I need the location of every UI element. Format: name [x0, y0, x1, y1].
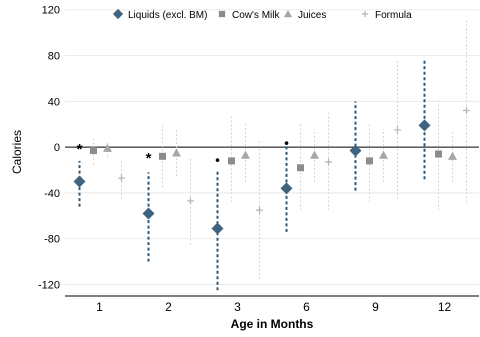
- data-point: [211, 222, 224, 235]
- y-axis-label: Calories: [10, 130, 24, 174]
- data-point: [103, 143, 112, 152]
- legend-marker: [218, 10, 226, 18]
- data-point: [90, 147, 97, 155]
- x-tick-label: 6: [303, 300, 310, 314]
- x-tick-label: 9: [372, 300, 379, 314]
- data-point: [379, 150, 388, 159]
- data-point: [435, 150, 442, 158]
- legend-label: Cow's Milk: [232, 10, 280, 21]
- x-axis: 1 2 3 6 9 12: [65, 295, 479, 314]
- y-tick-label: 0: [54, 142, 60, 154]
- data-point: [172, 148, 181, 157]
- data-point: [297, 164, 304, 172]
- data-point: [73, 175, 86, 188]
- y-tick-label: -40: [44, 188, 60, 200]
- legend-label: Juices: [298, 10, 326, 21]
- data-points: [73, 106, 470, 235]
- y-tick-label: -80: [44, 234, 60, 246]
- data-point: [228, 157, 235, 165]
- error-bars: [78, 18, 467, 291]
- significance-marker: *: [146, 150, 152, 167]
- x-tick-label: 3: [234, 300, 241, 314]
- data-point: [280, 182, 293, 195]
- data-point: [325, 158, 332, 166]
- significance-markers: * * • •: [77, 136, 290, 168]
- y-tick-label: 40: [48, 96, 60, 108]
- legend-marker: [112, 8, 124, 20]
- data-point: [349, 144, 362, 157]
- legend-marker: [283, 9, 293, 18]
- legend: Liquids (excl. BM) Cow's Milk Juices Formul…: [112, 8, 412, 21]
- x-axis-label: Age in Months: [231, 317, 314, 331]
- legend-label: Liquids (excl. BM): [128, 10, 207, 21]
- data-point: [463, 106, 470, 114]
- significance-marker: •: [284, 136, 289, 151]
- legend-label: Formula: [375, 10, 412, 21]
- x-tick-label: 12: [438, 300, 452, 314]
- data-point: [418, 119, 431, 132]
- legend-marker: [361, 10, 369, 18]
- data-point: [118, 174, 125, 182]
- data-point: [366, 157, 373, 165]
- y-tick-label: -120: [38, 280, 60, 292]
- data-point: [448, 151, 457, 160]
- x-tick-label: 1: [96, 300, 103, 314]
- data-point: [256, 206, 263, 214]
- data-point: [241, 150, 250, 159]
- data-point: [310, 150, 319, 159]
- grid-lines: [65, 9, 479, 285]
- y-tick-label: 80: [48, 51, 60, 63]
- data-point: [142, 207, 155, 220]
- y-tick-label: 120: [42, 5, 60, 17]
- data-point: [394, 126, 401, 134]
- significance-marker: •: [215, 153, 220, 168]
- y-axis: 120 80 40 0 -40 -80 -120: [38, 5, 60, 292]
- significance-marker: *: [77, 141, 83, 158]
- x-tick-label: 2: [165, 300, 172, 314]
- data-point: [159, 152, 166, 160]
- data-point: [187, 197, 194, 205]
